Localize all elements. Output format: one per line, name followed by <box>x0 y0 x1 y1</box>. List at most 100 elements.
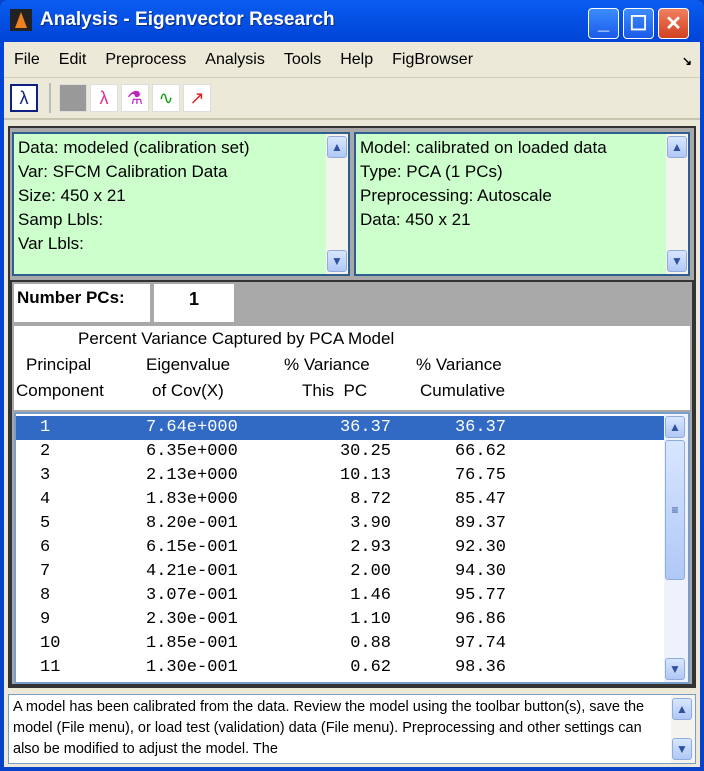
scroll-down-icon[interactable]: ▼ <box>672 738 692 760</box>
scroll-down-icon[interactable]: ▼ <box>667 250 687 272</box>
table-cell: 36.37 <box>339 418 391 437</box>
column-header: Component <box>16 381 104 400</box>
table-cell: 2.93 <box>350 538 391 557</box>
scroll-down-icon[interactable]: ▼ <box>327 250 347 272</box>
model-info-line: Type: PCA (1 PCs) <box>360 162 503 181</box>
scroll-up-icon[interactable]: ▲ <box>665 416 685 438</box>
pca-panel: Number PCs: 1 Percent Variance Captured … <box>10 280 694 686</box>
table-cell: 2.00 <box>350 562 391 581</box>
flask-icon[interactable]: ⚗ <box>121 84 149 112</box>
column-header: of Cov(X) <box>152 381 224 400</box>
disabled-gray-icon[interactable] <box>59 84 87 112</box>
table-cell: 97.74 <box>454 634 506 653</box>
table-cell: 98.81 <box>455 680 506 682</box>
table-title: Percent Variance Captured by PCA Model <box>78 329 395 348</box>
table-cell: 9 <box>40 610 51 629</box>
menu-analysis[interactable]: Analysis <box>205 50 265 68</box>
table-cell: 2 <box>40 442 51 461</box>
menu-help[interactable]: Help <box>340 50 374 68</box>
title-bar[interactable]: Analysis - Eigenvector Research _ ☐ ✕ <box>0 0 704 40</box>
number-pcs-input[interactable]: 1 <box>154 284 234 322</box>
table-row[interactable]: 8 3.07e-001 1.46 95.77 <box>16 584 666 608</box>
table-cell: 0.88 <box>350 634 391 653</box>
dock-arrow-icon[interactable]: ↘ <box>681 54 692 68</box>
model-info-line: Model: calibrated on loaded data <box>360 138 607 157</box>
table-cell: 7 <box>40 562 51 581</box>
table-row[interactable]: 1 7.64e+000 36.37 36.37 <box>16 416 666 440</box>
scroll-up-icon[interactable]: ▲ <box>667 136 687 158</box>
table-row[interactable]: 11 1.30e-001 0.62 98.36 <box>16 656 666 680</box>
table-row[interactable]: 5 8.20e-001 3.90 89.37 <box>16 512 666 536</box>
table-row[interactable]: 12 9.45e-002 0.45 98.81 <box>16 680 666 682</box>
lambda-plot-icon[interactable]: λ <box>90 84 118 112</box>
table-cell: 76.75 <box>454 466 506 485</box>
table-cell: 1.30e-001 <box>146 658 238 677</box>
menu-file[interactable]: File <box>14 50 40 68</box>
table-header: Percent Variance Captured by PCA Model P… <box>14 326 690 410</box>
maximize-button[interactable]: ☐ <box>623 8 654 39</box>
table-row[interactable]: 7 4.21e-001 2.00 94.30 <box>16 560 666 584</box>
scroll-up-icon[interactable]: ▲ <box>672 698 692 720</box>
table-cell: 4 <box>40 490 51 509</box>
column-header: Cumulative <box>420 381 506 400</box>
toolbar-separator <box>49 83 51 113</box>
table-cell: 3.90 <box>350 514 391 533</box>
scroll-up-icon[interactable]: ▲ <box>327 136 347 158</box>
column-header: % Variance <box>416 355 502 374</box>
data-info-line: Var Lbls: <box>18 234 84 253</box>
model-info-line: Data: 450 x 21 <box>360 210 471 229</box>
data-panel-scrollbar[interactable]: ▲ ▼ <box>326 134 348 274</box>
menu-edit[interactable]: Edit <box>58 50 87 68</box>
menu-bar: File Edit Preprocess Analysis Tools Help… <box>4 42 700 78</box>
table-cell: 11 <box>40 658 61 677</box>
table-cell: 95.77 <box>454 586 506 605</box>
column-header: Principal <box>26 355 92 374</box>
data-info-line: Var: SFCM Calibration Data <box>18 162 228 181</box>
scroll-thumb[interactable]: ≡ <box>665 440 685 580</box>
column-header: Eigenvalue <box>146 355 231 374</box>
table-cell: 85.47 <box>454 490 506 509</box>
table-row[interactable]: 9 2.30e-001 1.10 96.86 <box>16 608 666 632</box>
table-cell: 8.20e-001 <box>146 514 238 533</box>
table-cell: 98.36 <box>454 658 506 677</box>
table-cell: 9.45e-002 <box>146 680 238 682</box>
table-scrollbar[interactable]: ▲ ≡ ▼ <box>664 414 688 682</box>
data-info-line: Samp Lbls: <box>18 210 104 229</box>
data-info-panel[interactable]: Data: modeled (calibration set) Var: SFC… <box>12 132 350 276</box>
table-cell: 7.64e+000 <box>146 418 238 437</box>
menu-tools[interactable]: Tools <box>283 50 322 68</box>
table-cell: 36.37 <box>454 418 506 437</box>
status-message-box[interactable]: A model has been calibrated from the dat… <box>8 694 696 764</box>
lambda-grid-icon[interactable]: λ <box>10 84 38 112</box>
table-cell: 10.13 <box>339 466 391 485</box>
number-pcs-label: Number PCs: <box>14 284 150 322</box>
message-scrollbar[interactable]: ▲ ▼ <box>671 695 695 763</box>
scroll-down-icon[interactable]: ▼ <box>665 658 685 680</box>
table-cell: 0.62 <box>350 658 391 677</box>
close-button[interactable]: ✕ <box>658 8 689 39</box>
menu-figbrowser[interactable]: FigBrowser <box>392 50 474 68</box>
variance-table[interactable]: 129.45e-0020.4598.81111.30e-0010.6298.36… <box>14 412 690 684</box>
table-row[interactable]: 2 6.35e+000 30.25 66.62 <box>16 440 666 464</box>
table-row[interactable]: 6 6.15e-001 2.93 92.30 <box>16 536 666 560</box>
table-row[interactable]: 3 2.13e+000 10.13 76.75 <box>16 464 666 488</box>
data-info-line: Size: 450 x 21 <box>18 186 126 205</box>
table-cell: 3 <box>40 466 51 485</box>
scatter-arrow-icon[interactable]: ↗ <box>183 84 211 112</box>
table-cell: 1.46 <box>350 586 391 605</box>
spectrum-peaks-icon[interactable]: ∿ <box>152 84 180 112</box>
model-info-panel[interactable]: Model: calibrated on loaded data Type: P… <box>354 132 690 276</box>
table-cell: 1.85e-001 <box>146 634 238 653</box>
table-cell: 2.13e+000 <box>146 466 238 485</box>
toolbar: λ λ ⚗ ∿ ↗ <box>4 78 700 120</box>
minimize-button[interactable]: _ <box>588 8 619 39</box>
table-cell: 8.72 <box>350 490 391 509</box>
table-cell: 2.30e-001 <box>146 610 238 629</box>
table-row[interactable]: 10 1.85e-001 0.88 97.74 <box>16 632 666 656</box>
table-cell: 0.45 <box>350 680 391 682</box>
menu-preprocess[interactable]: Preprocess <box>105 50 187 68</box>
column-header: % Variance <box>284 355 370 374</box>
model-panel-scrollbar[interactable]: ▲ ▼ <box>666 134 688 274</box>
table-row[interactable]: 4 1.83e+000 8.72 85.47 <box>16 488 666 512</box>
